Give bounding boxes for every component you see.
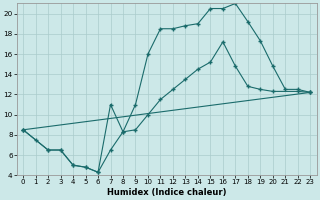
X-axis label: Humidex (Indice chaleur): Humidex (Indice chaleur)	[107, 188, 227, 197]
